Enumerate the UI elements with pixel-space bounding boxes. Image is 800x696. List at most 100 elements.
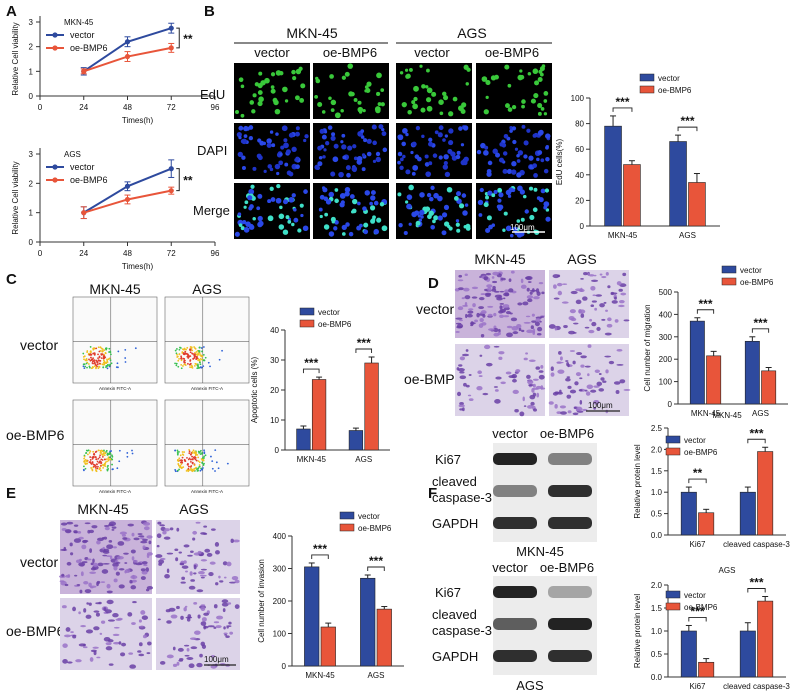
- flow-event: [101, 350, 104, 353]
- stained-cell: [157, 521, 162, 525]
- wb-bottom-bands: [493, 586, 592, 662]
- y-tick-label: 3: [29, 18, 34, 27]
- cell-nucleus: [543, 112, 548, 116]
- stained-cell: [143, 564, 148, 567]
- cell-nucleus: [442, 164, 449, 170]
- stained-cell: [568, 330, 576, 335]
- flow-event: [180, 358, 183, 360]
- stained-cell: [526, 295, 534, 299]
- cell-nucleus: [497, 198, 502, 203]
- stained-cell: [201, 617, 207, 622]
- y-tick-label: 2.0: [651, 445, 663, 454]
- cell-nucleus: [375, 156, 381, 163]
- stained-cell: [575, 299, 582, 305]
- significance-label: ***: [690, 604, 704, 618]
- stained-cell: [70, 552, 74, 556]
- cell-nucleus: [545, 145, 549, 150]
- cell-nucleus: [339, 193, 346, 199]
- cell-nucleus: [240, 226, 245, 231]
- cell-nucleus: [339, 202, 345, 208]
- cell-nucleus: [523, 154, 528, 159]
- stained-cell: [113, 578, 118, 583]
- cell-nucleus: [455, 154, 461, 160]
- cell-nucleus: [350, 91, 355, 97]
- cell-nucleus: [330, 135, 336, 141]
- stained-cell: [60, 548, 68, 551]
- cell-nucleus: [517, 150, 524, 156]
- flow-event: [210, 455, 212, 458]
- stained-cell: [468, 398, 474, 402]
- stained-cell: [131, 622, 136, 625]
- stained-cell: [83, 580, 89, 585]
- flow-event: [187, 362, 189, 365]
- stained-cell: [467, 308, 474, 311]
- cell-nucleus: [322, 155, 326, 159]
- cell-nucleus: [330, 108, 335, 113]
- cell-nucleus: [379, 201, 385, 207]
- cell-nucleus: [244, 200, 249, 205]
- cell-nucleus: [448, 226, 453, 231]
- stained-cell: [474, 319, 478, 323]
- stained-cell: [536, 333, 542, 336]
- legend-label: vector: [70, 162, 95, 172]
- stained-cell: [146, 586, 153, 590]
- stained-cell: [548, 324, 556, 329]
- legend-label: oe-BMP6: [740, 278, 774, 287]
- stained-cell: [455, 322, 462, 325]
- invasion-row-vector: vector: [20, 554, 58, 570]
- flow-event: [82, 352, 85, 355]
- stained-cell: [458, 274, 463, 278]
- cell-nucleus: [240, 139, 246, 144]
- flow-event: [198, 465, 201, 468]
- cell-nucleus: [252, 166, 257, 171]
- stained-cell: [591, 279, 599, 282]
- stained-cell: [613, 381, 621, 385]
- stained-cell: [538, 281, 544, 285]
- flow-event: [102, 467, 105, 469]
- stained-cell: [463, 382, 467, 387]
- stained-cell: [614, 319, 619, 323]
- cell-nucleus: [258, 96, 264, 103]
- significance-label: **: [183, 32, 193, 46]
- stained-cell: [487, 305, 494, 308]
- flow-event: [203, 449, 206, 452]
- cell-nucleus: [294, 95, 300, 101]
- flow-event: [175, 364, 178, 367]
- legend-label: oe-BMP6: [684, 448, 718, 457]
- cell-nucleus: [380, 102, 385, 107]
- stained-cell: [192, 537, 196, 541]
- stained-cell: [616, 348, 623, 352]
- cell-nucleus: [286, 170, 292, 176]
- stained-cell: [103, 607, 107, 612]
- stained-cell: [117, 617, 123, 621]
- cell-nucleus: [537, 150, 543, 155]
- cell-nucleus: [516, 153, 520, 158]
- stained-cell: [200, 606, 206, 611]
- stained-cell: [584, 389, 588, 392]
- flow-event: [187, 465, 190, 468]
- flow-event: [226, 462, 229, 465]
- cell-nucleus: [505, 103, 510, 109]
- stained-cell: [530, 401, 535, 406]
- flow-event: [217, 467, 220, 470]
- cell-nucleus: [248, 135, 254, 141]
- stained-cell: [535, 366, 541, 370]
- cell-nucleus: [319, 128, 325, 134]
- cell-nucleus: [486, 171, 492, 177]
- stained-cell: [215, 582, 219, 586]
- cell-nucleus: [462, 210, 468, 216]
- cell-nucleus: [285, 149, 291, 155]
- cell-nucleus: [441, 212, 448, 218]
- cell-nucleus: [524, 209, 529, 214]
- legend-label: oe-BMP6: [658, 86, 692, 95]
- stained-cell: [207, 625, 215, 628]
- stained-cell: [539, 320, 542, 323]
- flow-event: [84, 467, 87, 470]
- flow-event: [101, 455, 104, 458]
- flow-event: [95, 468, 97, 471]
- stained-cell: [108, 523, 114, 527]
- stained-cell: [96, 540, 101, 545]
- flow-event: [191, 450, 194, 453]
